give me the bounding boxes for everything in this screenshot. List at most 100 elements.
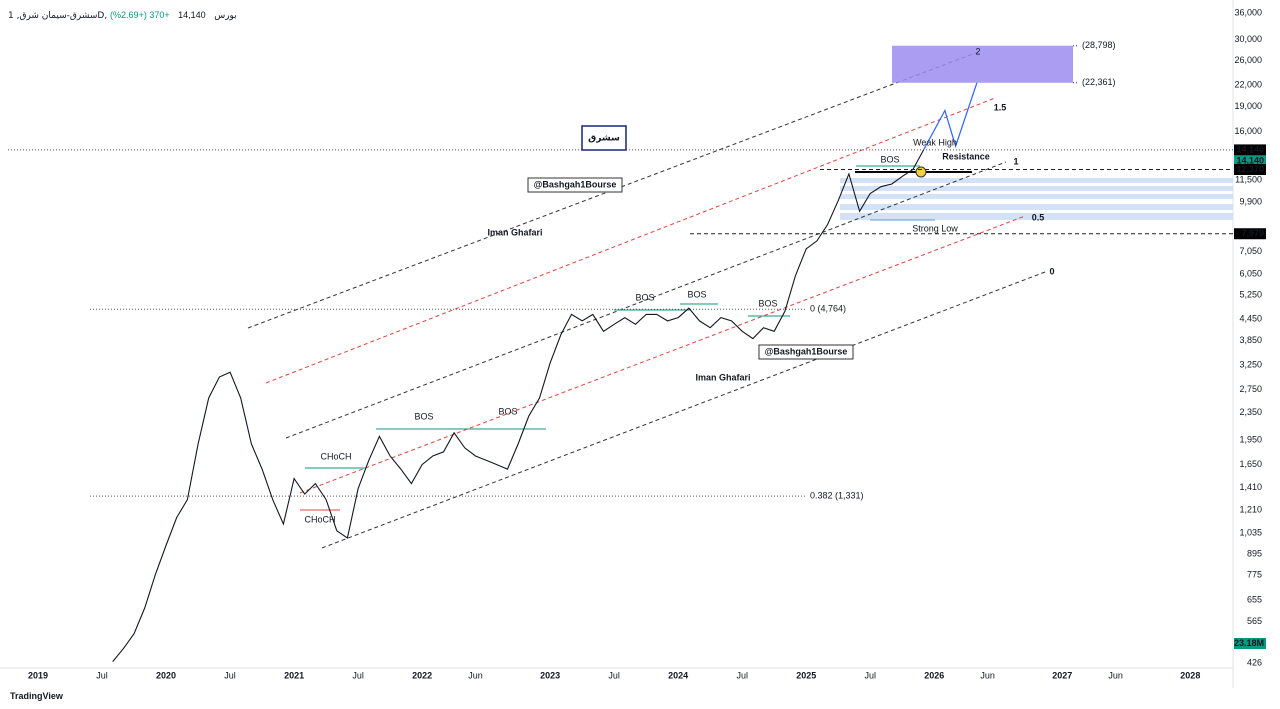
projection-line [923, 82, 978, 151]
x-tick-label: 2026 [924, 670, 944, 680]
x-tick-label: 2022 [412, 670, 432, 680]
price-tag-label: 7,979 [1241, 228, 1264, 238]
x-tick-label: Jul [736, 670, 748, 680]
y-tick-label: 30,000 [1234, 34, 1262, 44]
price-tag-label: 14,140 [1236, 155, 1264, 165]
title-box-label: سشرق [588, 134, 620, 144]
annotation: 1 [1013, 156, 1018, 166]
price-tag-label: 14,140 [1236, 144, 1264, 154]
y-tick-label: 7,050 [1239, 246, 1262, 256]
x-tick-label: Jul [864, 670, 876, 680]
y-tick-label: 2,750 [1239, 384, 1262, 394]
annotation: BOS [414, 411, 433, 421]
x-tick-label: 2019 [28, 670, 48, 680]
target-label: (22,361) [1082, 77, 1116, 87]
y-tick-label: 426 [1247, 657, 1262, 667]
zone [840, 194, 1233, 199]
zones [840, 178, 1233, 220]
y-tick-label: 5,250 [1239, 289, 1262, 299]
zone [840, 204, 1233, 210]
annotation: 2 [975, 46, 980, 56]
y-tick-label: 3,850 [1239, 335, 1262, 345]
annotation: BOS [635, 292, 654, 302]
annotation: 0 [1049, 266, 1054, 276]
channel-line [285, 161, 1007, 439]
annotation: CHoCH [304, 514, 335, 524]
zone [840, 213, 1233, 220]
x-tick-label: Jul [608, 670, 620, 680]
y-tick-label: 1,210 [1239, 504, 1262, 514]
channel-line [265, 97, 996, 384]
y-tick-label: 895 [1247, 549, 1262, 559]
y-tick-label: 4,450 [1239, 314, 1262, 324]
annotation: BOS [498, 406, 517, 416]
annotation: BOS [687, 289, 706, 299]
y-tick-label: 36,000 [1234, 7, 1262, 17]
x-tick-label: 2024 [668, 670, 688, 680]
y-tick-label: 6,050 [1239, 269, 1262, 279]
zone [840, 178, 1233, 183]
annotation: CHoCH [320, 451, 351, 461]
price-tag [1234, 228, 1266, 240]
volume-tag-label: 23.18M [1234, 638, 1264, 648]
y-tick-label: 1,950 [1239, 435, 1262, 445]
watermark: @Bashgah1Bourse [534, 179, 617, 189]
x-tick-label: Jul [224, 670, 236, 680]
channels [247, 51, 1046, 549]
volume-tag [1234, 638, 1266, 649]
y-tick-label: 16,000 [1234, 126, 1262, 136]
header: سشرق-سیمان شرق, 1D, بورس 14,140 +370 (+2… [8, 10, 243, 21]
target-label: (28,798) [1082, 40, 1116, 50]
y-tick-label: 26,000 [1234, 55, 1262, 65]
watermark: @Bashgah1Bourse [765, 346, 848, 356]
symbol: سشرق-سیمان شرق, 1D, بورس [8, 11, 237, 21]
marker [915, 166, 927, 178]
logo: TradingView [10, 691, 63, 701]
y-tick-label: 565 [1247, 616, 1262, 626]
y-tick-label: 3,250 [1239, 360, 1262, 370]
annotation: Weak High [913, 137, 957, 147]
x-tick-label: Jul [96, 670, 108, 680]
price-line [112, 149, 925, 662]
price-tag [1234, 144, 1266, 156]
channel-line [299, 215, 1026, 494]
watermark-box [758, 344, 854, 360]
price-tag [1234, 163, 1266, 175]
zone [840, 186, 1233, 191]
y-tick-label: 11,500 [1235, 175, 1262, 185]
x-tick-label: 2025 [796, 670, 816, 680]
x-tick-label: 2028 [1180, 670, 1200, 680]
x-tick-label: 2027 [1052, 670, 1072, 680]
x-tick-label: Jun [980, 670, 995, 680]
channel-line [321, 271, 1046, 549]
x-tick-label: Jun [1108, 670, 1123, 680]
fib-label: 0.382 (1,331) [810, 490, 864, 500]
y-tick-label: 1,035 [1239, 527, 1262, 537]
x-tick-label: Jun [468, 670, 483, 680]
annotation: Iman Ghafari [487, 227, 542, 237]
y-tick-label: 19,000 [1234, 101, 1262, 111]
y-tick-label: 1,650 [1239, 459, 1262, 469]
y-tick-label: 22,000 [1234, 80, 1262, 90]
fib-label: 0 (4,764) [810, 304, 846, 314]
y-tick-label: 775 [1247, 570, 1262, 580]
annotation: BOS [880, 154, 899, 164]
annotation: 1.5 [994, 102, 1007, 112]
price-change: +370 (+2.69%) [110, 10, 170, 20]
last-price: 14,140 [178, 10, 206, 20]
title-box [581, 125, 627, 151]
target-zone [892, 45, 1073, 83]
annotation: Iman Ghafari [695, 372, 750, 382]
y-tick-label: 9,900 [1239, 197, 1262, 207]
price-tag [1234, 155, 1266, 167]
y-tick-label: 655 [1247, 594, 1262, 604]
x-tick-label: 2023 [540, 670, 560, 680]
y-tick-label: 2,350 [1239, 407, 1262, 417]
x-tick-label: 2021 [284, 670, 304, 680]
annotation: BOS [758, 298, 777, 308]
annotation: 0.5 [1032, 212, 1045, 222]
y-tick-label: 1,410 [1239, 482, 1262, 492]
watermark-box [527, 177, 623, 193]
